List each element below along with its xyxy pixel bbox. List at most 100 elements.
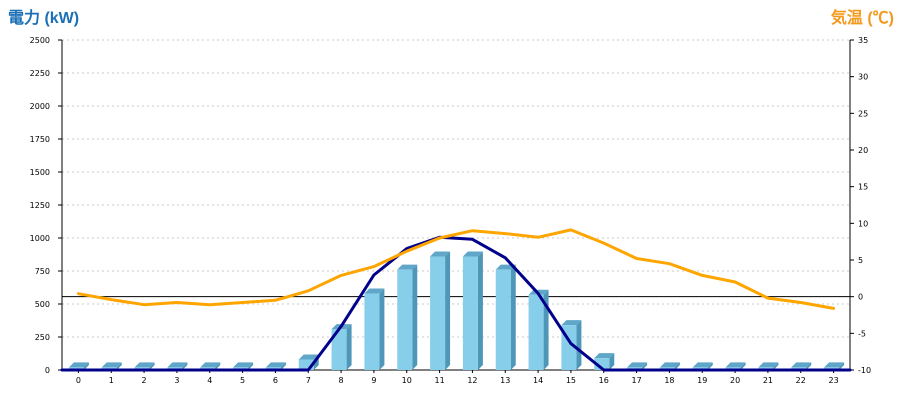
power-bar-top <box>659 362 680 368</box>
power-bar-face <box>298 359 314 370</box>
right-tick-label: 0 <box>858 293 863 302</box>
power-bar-top <box>594 353 615 359</box>
left-tick-label: 1500 <box>30 168 50 177</box>
x-tick-label: 18 <box>664 376 674 385</box>
power-bar-top <box>298 354 319 360</box>
power-bar-side <box>182 362 188 370</box>
power-bar-side <box>510 264 516 370</box>
power-bar <box>298 354 319 370</box>
power-bar-top <box>364 288 385 294</box>
x-tick-label: 19 <box>697 376 707 385</box>
power-bar-side <box>149 362 155 370</box>
left-tick-label: 250 <box>35 333 50 342</box>
x-tick-label: 1 <box>109 376 114 385</box>
x-tick-label: 7 <box>306 376 311 385</box>
power-bar-side <box>576 320 582 370</box>
power-bar-top <box>167 362 188 368</box>
x-tick-label: 17 <box>631 376 641 385</box>
power-bar-side <box>740 362 746 370</box>
power-bar-top <box>824 362 845 368</box>
power-bar-side <box>445 251 451 370</box>
x-tick-label: 3 <box>174 376 179 385</box>
power-bar-side <box>806 362 812 370</box>
power-bar-top <box>561 320 582 326</box>
right-tick-label: -10 <box>858 366 871 375</box>
x-tick-label: 16 <box>599 376 609 385</box>
power-bar-side <box>609 353 615 370</box>
x-tick-label: 12 <box>467 376 477 385</box>
power-bar-face <box>430 256 446 370</box>
power-bar <box>430 251 451 370</box>
right-tick-label: 15 <box>858 183 868 192</box>
power-bar-side <box>477 251 483 370</box>
x-tick-label: 6 <box>273 376 278 385</box>
power-bar-top <box>462 251 483 257</box>
right-tick-label: 20 <box>858 146 868 155</box>
power-bar-top <box>101 362 122 368</box>
x-tick-label: 8 <box>339 376 344 385</box>
left-tick-label: 2250 <box>30 69 50 78</box>
power-bar-top <box>495 264 516 270</box>
axes <box>58 39 854 373</box>
power-bar-top <box>692 362 713 368</box>
x-tick-label: 21 <box>763 376 773 385</box>
power-bar-face <box>495 269 511 370</box>
right-tick-label: 30 <box>858 73 868 82</box>
power-bar-top <box>791 362 812 368</box>
power-bar-side <box>215 362 221 370</box>
power-bar <box>528 289 549 370</box>
x-tick-label: 20 <box>730 376 740 385</box>
right-tick-label: 25 <box>858 109 868 118</box>
x-tick-label: 5 <box>240 376 245 385</box>
left-tick-label: 0 <box>45 366 50 375</box>
left-tick-label: 1000 <box>30 234 50 243</box>
series-lines <box>60 228 852 372</box>
power-bar-top <box>233 362 254 368</box>
x-tick-label: 15 <box>566 376 576 385</box>
power-bar-top <box>758 362 779 368</box>
power-bar <box>495 264 516 370</box>
x-tick-label: 23 <box>828 376 838 385</box>
power-bar-face <box>594 358 610 370</box>
power-bar-top <box>397 264 418 270</box>
power-bar-top <box>68 362 89 368</box>
left-tick-label: 1750 <box>30 135 50 144</box>
x-tick-label: 22 <box>796 376 806 385</box>
power-bar-face <box>397 269 413 370</box>
power-bar <box>364 288 385 370</box>
power-bar-side <box>116 362 122 370</box>
left-tick-label: 2000 <box>30 102 50 111</box>
left-tick-label: 1250 <box>30 201 50 210</box>
left-tick-label: 750 <box>35 267 50 276</box>
power-bar-side <box>839 362 845 370</box>
x-tick-label: 14 <box>533 376 543 385</box>
tick-labels: 02505007501000125015001750200022502500-1… <box>30 36 871 385</box>
power-bar-face <box>331 329 347 370</box>
right-tick-label: 35 <box>858 36 868 45</box>
x-tick-label: 10 <box>402 376 412 385</box>
right-axis-title: 気温 (℃) <box>831 8 894 27</box>
power-bar-side <box>379 288 385 370</box>
power-bar-side <box>412 264 418 370</box>
power-bar <box>331 324 352 370</box>
right-tick-label: -5 <box>858 329 866 338</box>
power-bar-side <box>280 362 286 370</box>
power-line <box>60 235 852 372</box>
temperature-line <box>76 228 836 310</box>
gridlines <box>62 39 850 338</box>
power-bar-side <box>248 362 254 370</box>
left-axis-title: 電力 (kW) <box>8 8 79 27</box>
power-bar-top <box>200 362 221 368</box>
power-bar-side <box>346 324 352 370</box>
power-bar <box>462 251 483 370</box>
x-tick-label: 4 <box>207 376 212 385</box>
power-bars <box>68 251 845 370</box>
power-bar-top <box>627 362 648 368</box>
x-tick-label: 9 <box>371 376 376 385</box>
power-bar-side <box>773 362 779 370</box>
power-bar-side <box>642 362 648 370</box>
left-tick-label: 2500 <box>30 36 50 45</box>
power-bar <box>594 353 615 370</box>
power-bar-top <box>725 362 746 368</box>
